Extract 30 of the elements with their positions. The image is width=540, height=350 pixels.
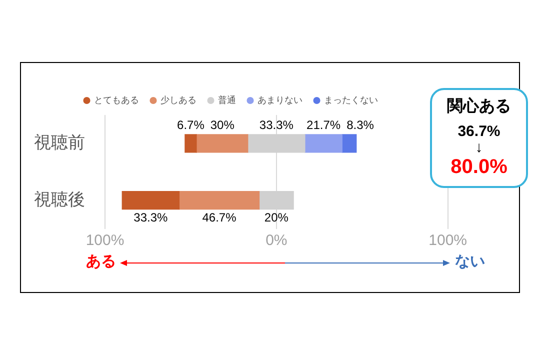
bar (196, 134, 248, 153)
bar (178, 191, 260, 210)
data-label: 30% (210, 118, 235, 132)
data-label: 6.7% (177, 118, 205, 132)
legend-label: まったくない (324, 94, 378, 105)
data-label: 21.7% (306, 118, 341, 132)
annotation: 関心ある (446, 96, 512, 117)
data-label: 33.3% (259, 118, 294, 132)
x-tick-label: 100% (428, 232, 468, 249)
text: ↓ (474, 139, 484, 156)
x-tick-label: 0% (266, 232, 288, 249)
text: ない (455, 252, 485, 271)
legend-label: 普通 (218, 94, 236, 105)
bar (304, 134, 342, 153)
data-label: 46.7% (202, 210, 237, 225)
text: 80.0% (450, 156, 508, 179)
data-label: 8.3% (346, 118, 374, 132)
legend-label: あまりない (257, 94, 302, 105)
data-label: 33.3% (134, 210, 168, 225)
text: 36.7% (456, 123, 502, 140)
y-tick-label: 視聴後 (34, 190, 85, 210)
x-tick-label: 100% (86, 232, 124, 249)
bar (122, 191, 180, 210)
bar (184, 134, 197, 153)
text: ある (86, 252, 116, 271)
legend-label: 少しある (160, 94, 196, 105)
y-tick-label: 視聴前 (34, 133, 85, 152)
bar (342, 134, 357, 153)
legend-label: とてもある (94, 94, 139, 105)
data-label: 20% (264, 210, 289, 225)
